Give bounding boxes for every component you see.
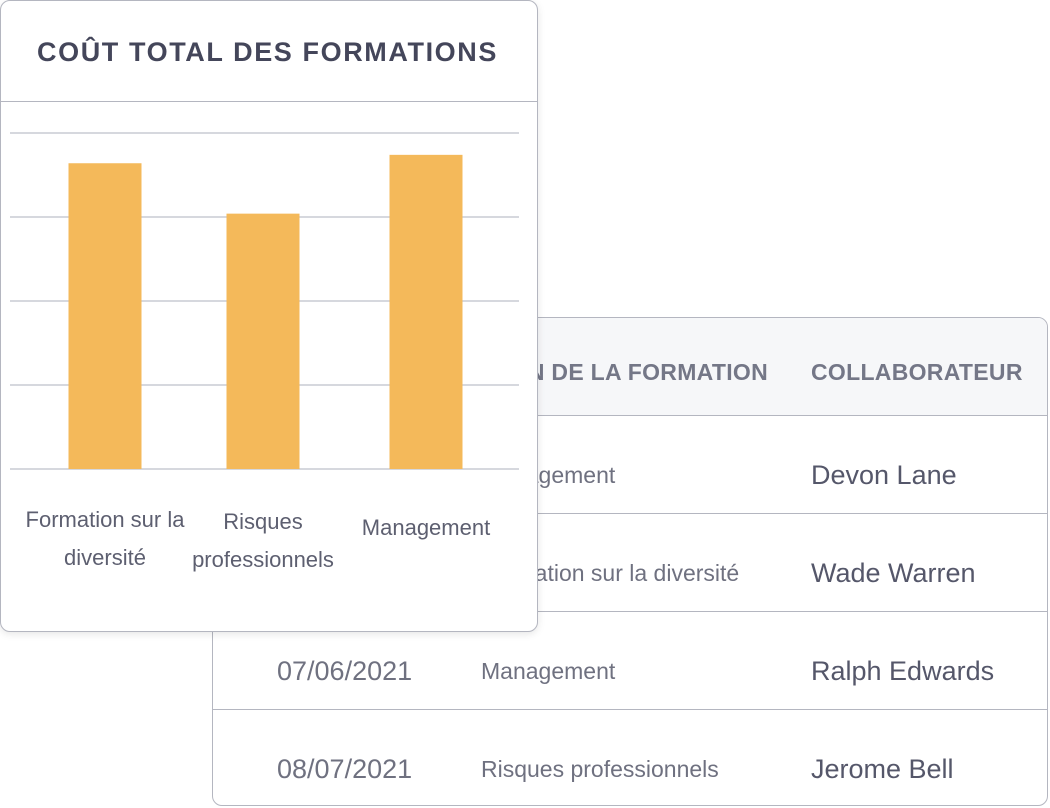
row-date: 07/06/2021 (277, 656, 413, 686)
column-header-collaborateur[interactable]: COLLABORATEUR (811, 359, 1023, 385)
row-date: 08/07/2021 (277, 754, 413, 784)
bar[interactable] (68, 163, 142, 470)
bar-chart (10, 132, 519, 470)
row-formation: Management (481, 658, 616, 684)
table-row[interactable]: 08/07/2021 Risques professionnels Jerome… (213, 710, 1047, 805)
column-header-formation[interactable]: N DE LA FORMATION (527, 359, 768, 385)
chart-header: COÛT TOTAL DES FORMATIONS (1, 1, 537, 102)
chart-title: COÛT TOTAL DES FORMATIONS (37, 37, 498, 67)
bar[interactable] (389, 154, 463, 469)
table-row[interactable]: 07/06/2021 Management Ralph Edwards (213, 612, 1047, 710)
row-collaborateur: Ralph Edwards (811, 656, 995, 686)
row-collaborateur: Devon Lane (811, 460, 957, 490)
category-label: Formation sur la diversité (25, 507, 185, 570)
bar[interactable] (226, 213, 300, 469)
cost-chart-card: COÛT TOTAL DES FORMATIONS Formation sur … (0, 0, 538, 632)
row-formation: Risques professionnels (481, 756, 719, 782)
row-collaborateur: Jerome Bell (811, 754, 954, 784)
category-label: Management (361, 515, 491, 540)
category-label: Risques professionnels (192, 509, 334, 572)
row-collaborateur: Wade Warren (811, 558, 976, 588)
